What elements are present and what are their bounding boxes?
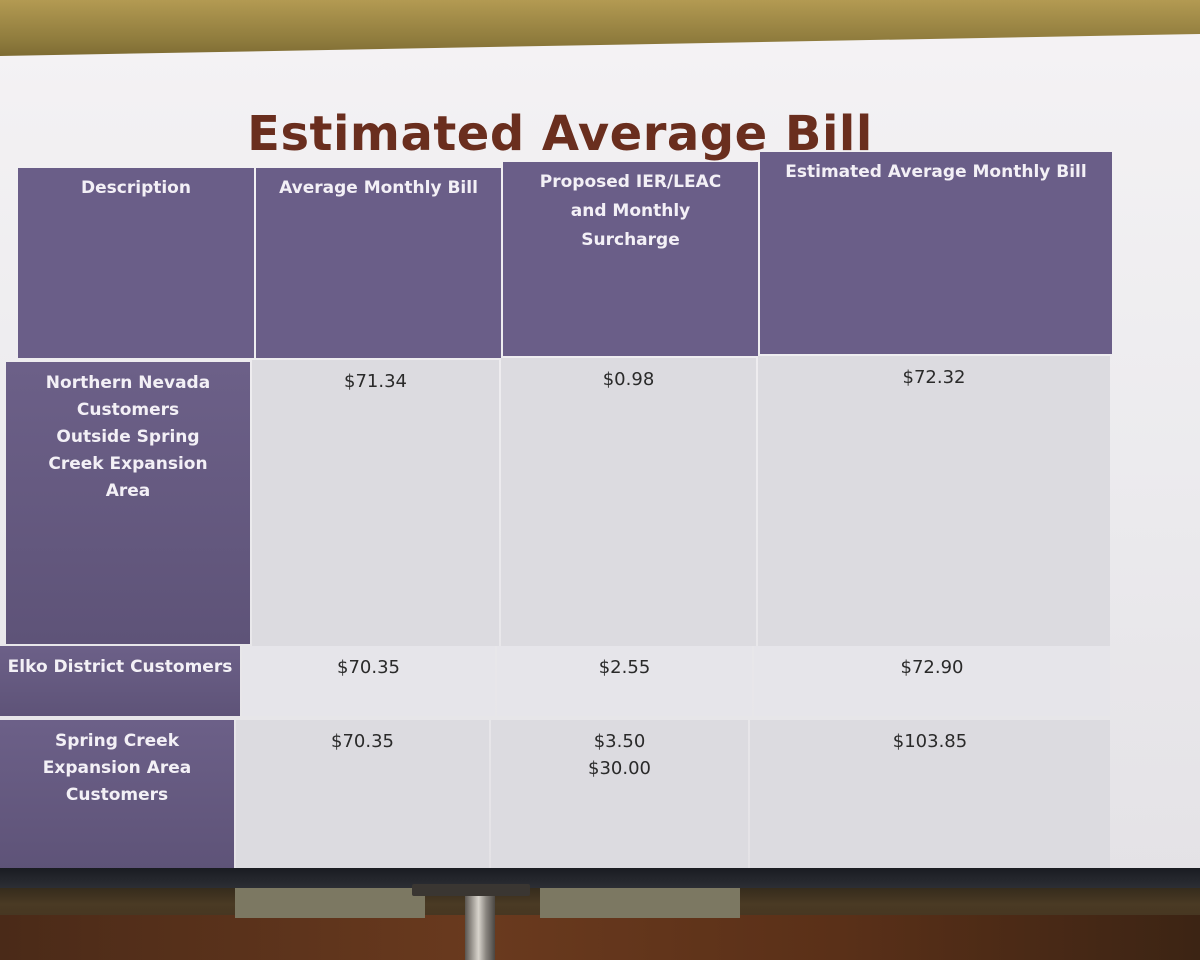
row2-description: Elko District Customers: [0, 646, 240, 716]
row2-average-monthly-bill: $70.35: [242, 646, 495, 716]
screen-stand-bracket: [412, 884, 530, 896]
header-average-monthly-bill: Average Monthly Bill: [256, 168, 501, 358]
screen-stand-pole: [465, 888, 495, 960]
screen-bottom-edge: [0, 868, 1200, 888]
row2-estimated: $72.90: [754, 646, 1110, 716]
row1-estimated: $72.32: [758, 356, 1110, 646]
wall-patch: [540, 888, 740, 918]
wall-patch: [235, 888, 425, 918]
projection-screen: Estimated Average Bill Description Avera…: [0, 34, 1200, 886]
row3-description: Spring Creek Expansion Area Customers: [0, 720, 234, 870]
header-description: Description: [18, 168, 254, 358]
row2-proposed: $2.55: [497, 646, 752, 716]
row1-description: Northern Nevada Customers Outside Spring…: [6, 362, 250, 644]
row3-proposed-line1: $3.50: [593, 731, 646, 752]
floor-carpet: [0, 915, 1200, 960]
header-proposed: Proposed IER/LEAC and Monthly Surcharge: [503, 162, 758, 356]
row3-proposed-line2: $30.00: [588, 758, 651, 779]
row3-proposed: $3.50 $30.00: [491, 720, 748, 870]
header-estimated: Estimated Average Monthly Bill: [760, 152, 1112, 354]
row1-average-monthly-bill: $71.34: [252, 360, 499, 646]
row3-estimated: $103.85: [750, 720, 1110, 870]
row3-average-monthly-bill: $70.35: [236, 720, 489, 870]
row1-proposed: $0.98: [501, 358, 756, 646]
